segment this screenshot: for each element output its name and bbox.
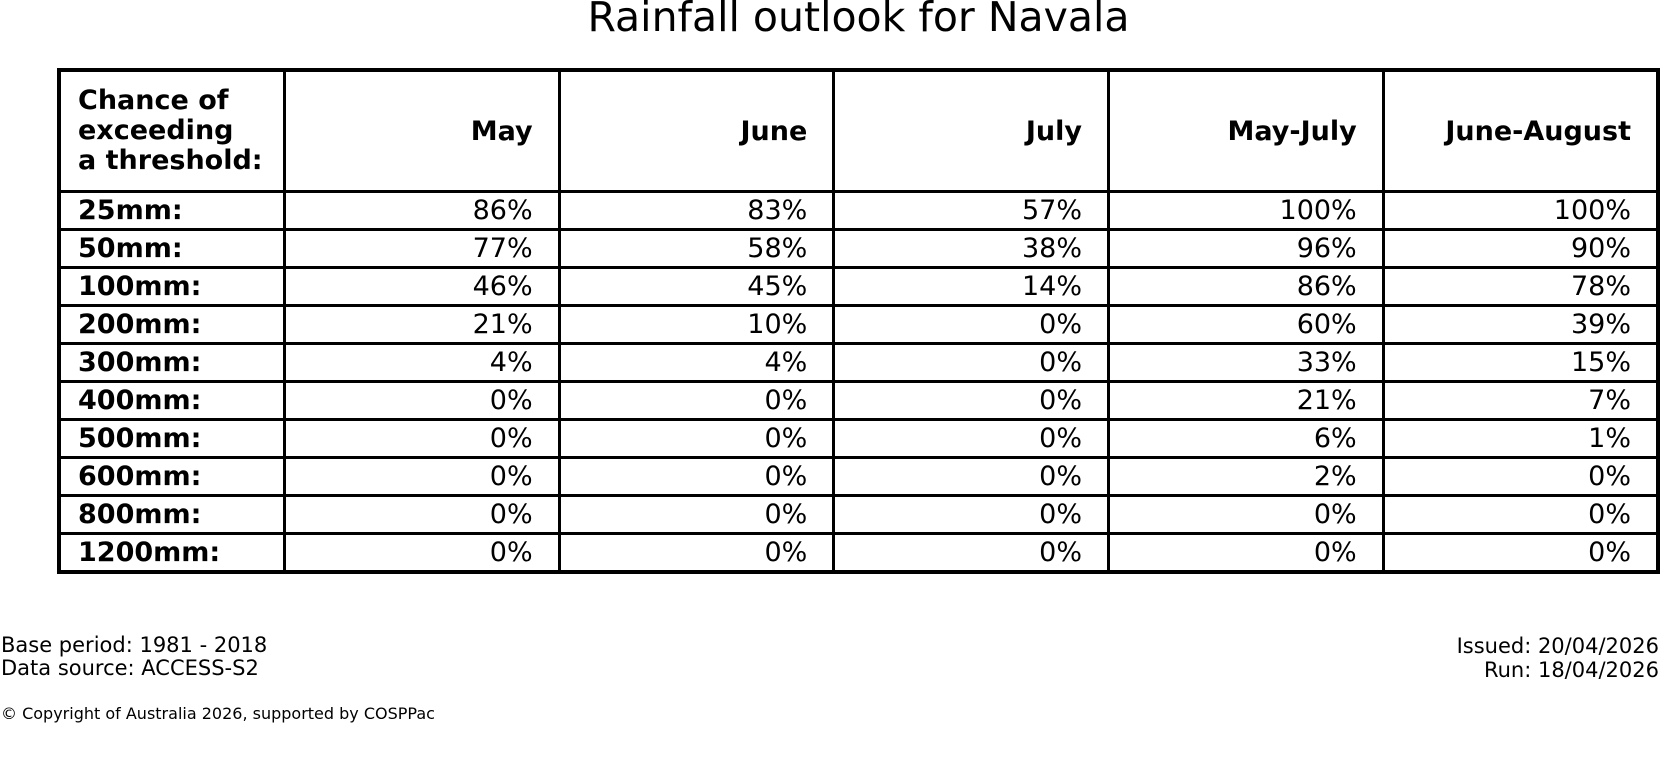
threshold-label: 1200mm: bbox=[57, 532, 286, 574]
value-cell: 83% bbox=[557, 190, 836, 231]
value-cell: 21% bbox=[282, 304, 561, 345]
value-cell: 21% bbox=[1107, 380, 1385, 421]
value-cell: 0% bbox=[832, 456, 1111, 497]
value-cell: 1% bbox=[1381, 418, 1660, 459]
base-period-text: Base period: 1981 - 2018 bbox=[1, 633, 268, 657]
value-cell: 0% bbox=[282, 380, 561, 421]
threshold-label: 800mm: bbox=[57, 494, 286, 535]
value-cell: 77% bbox=[282, 228, 561, 269]
table-row-400mm: 400mm: 0% 0% 0% 21% 7% bbox=[57, 380, 1660, 421]
copyright-text: © Copyright of Australia 2026, supported… bbox=[1, 704, 435, 723]
value-cell: 0% bbox=[832, 342, 1111, 383]
value-cell: 33% bbox=[1107, 342, 1385, 383]
value-cell: 0% bbox=[832, 418, 1111, 459]
value-cell: 0% bbox=[557, 456, 836, 497]
footer-left: Base period: 1981 - 2018 Data source: AC… bbox=[1, 634, 267, 680]
value-cell: 0% bbox=[832, 494, 1111, 535]
rainfall-outlook-table: Chance of exceeding a threshold: May Jun… bbox=[57, 68, 1660, 574]
run-date-text: Run: 18/04/2026 bbox=[1483, 658, 1659, 682]
threshold-label: 200mm: bbox=[57, 304, 286, 345]
threshold-label: 50mm: bbox=[57, 228, 286, 269]
threshold-label: 300mm: bbox=[57, 342, 286, 383]
value-cell: 2% bbox=[1107, 456, 1385, 497]
column-header-may-july: May-July bbox=[1107, 68, 1385, 193]
value-cell: 0% bbox=[1381, 456, 1660, 497]
value-cell: 0% bbox=[832, 304, 1111, 345]
value-cell: 100% bbox=[1381, 190, 1660, 231]
value-cell: 46% bbox=[282, 266, 561, 307]
value-cell: 60% bbox=[1107, 304, 1385, 345]
table-row-600mm: 600mm: 0% 0% 0% 2% 0% bbox=[57, 456, 1660, 497]
threshold-label: 400mm: bbox=[57, 380, 286, 421]
value-cell: 0% bbox=[557, 532, 836, 574]
value-cell: 0% bbox=[1107, 532, 1385, 574]
value-cell: 4% bbox=[557, 342, 836, 383]
value-cell: 0% bbox=[832, 380, 1111, 421]
threshold-label: 25mm: bbox=[57, 190, 286, 231]
table-row-800mm: 800mm: 0% 0% 0% 0% 0% bbox=[57, 494, 1660, 535]
value-cell: 86% bbox=[282, 190, 561, 231]
column-header-june: June bbox=[557, 68, 836, 193]
value-cell: 78% bbox=[1381, 266, 1660, 307]
table-header-row: Chance of exceeding a threshold: May Jun… bbox=[57, 68, 1660, 193]
value-cell: 14% bbox=[832, 266, 1111, 307]
value-cell: 100% bbox=[1107, 190, 1385, 231]
table-row-300mm: 300mm: 4% 4% 0% 33% 15% bbox=[57, 342, 1660, 383]
value-cell: 0% bbox=[832, 532, 1111, 574]
table-row-500mm: 500mm: 0% 0% 0% 6% 1% bbox=[57, 418, 1660, 459]
value-cell: 90% bbox=[1381, 228, 1660, 269]
threshold-label: 500mm: bbox=[57, 418, 286, 459]
value-cell: 0% bbox=[1381, 494, 1660, 535]
page-title: Rainfall outlook for Navala bbox=[587, 0, 1130, 41]
value-cell: 0% bbox=[282, 418, 561, 459]
value-cell: 96% bbox=[1107, 228, 1385, 269]
table-row-1200mm: 1200mm: 0% 0% 0% 0% 0% bbox=[57, 532, 1660, 574]
value-cell: 0% bbox=[282, 456, 561, 497]
value-cell: 58% bbox=[557, 228, 836, 269]
value-cell: 0% bbox=[557, 380, 836, 421]
value-cell: 38% bbox=[832, 228, 1111, 269]
value-cell: 86% bbox=[1107, 266, 1385, 307]
value-cell: 39% bbox=[1381, 304, 1660, 345]
value-cell: 0% bbox=[282, 532, 561, 574]
threshold-label: 100mm: bbox=[57, 266, 286, 307]
issued-date-text: Issued: 20/04/2026 bbox=[1456, 634, 1659, 658]
value-cell: 57% bbox=[832, 190, 1111, 231]
value-cell: 7% bbox=[1381, 380, 1660, 421]
value-cell: 15% bbox=[1381, 342, 1660, 383]
value-cell: 0% bbox=[282, 494, 561, 535]
table-row-25mm: 25mm: 86% 83% 57% 100% 100% bbox=[57, 190, 1660, 231]
table-row-200mm: 200mm: 21% 10% 0% 60% 39% bbox=[57, 304, 1660, 345]
value-cell: 10% bbox=[557, 304, 836, 345]
data-source-text: Data source: ACCESS-S2 bbox=[1, 656, 259, 680]
column-header-july: July bbox=[832, 68, 1111, 193]
value-cell: 6% bbox=[1107, 418, 1385, 459]
column-header-june-august: June-August bbox=[1381, 68, 1660, 193]
value-cell: 0% bbox=[1381, 532, 1660, 574]
threshold-label: 600mm: bbox=[57, 456, 286, 497]
column-header-may: May bbox=[282, 68, 561, 193]
table-row-50mm: 50mm: 77% 58% 38% 96% 90% bbox=[57, 228, 1660, 269]
table-row-100mm: 100mm: 46% 45% 14% 86% 78% bbox=[57, 266, 1660, 307]
value-cell: 0% bbox=[1107, 494, 1385, 535]
corner-header-chance-of-exceeding: Chance of exceeding a threshold: bbox=[57, 68, 286, 193]
value-cell: 45% bbox=[557, 266, 836, 307]
value-cell: 0% bbox=[557, 494, 836, 535]
value-cell: 0% bbox=[557, 418, 836, 459]
footer-right: Issued: 20/04/2026 Run: 18/04/2026 bbox=[1457, 634, 1659, 682]
value-cell: 4% bbox=[282, 342, 561, 383]
